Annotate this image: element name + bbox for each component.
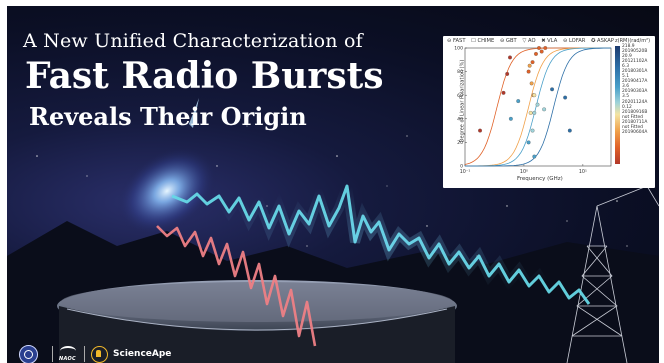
space-scene [7,98,659,363]
scienceape-label: ScienceApe [113,349,172,359]
polarization-chart: ⊖ FAST ☐ CHIME ⊖ GBT ▽ AO ✖ VLA ⊖ LOFAR … [443,36,655,188]
colorbar-label: 5.1 [622,74,629,80]
colorbar-label: 6.3 [622,64,629,70]
x-tick-label: 10¹ [579,169,587,175]
legend-askap: ✪ ASKAP [591,38,614,44]
logo-divider [52,346,53,362]
y-tick-label: 0 [460,164,463,170]
data-point [532,154,537,159]
legend-lofar: ⊖ LOFAR [562,38,586,44]
legend-fast: ⊖ FAST [447,38,466,44]
data-point [530,60,535,65]
legend-ao: ▽ AO [522,38,536,44]
naoc-logo: NAOC [59,346,76,362]
legend-chime: ☐ CHIME [471,38,495,44]
colorbar-label: 20180916B [622,109,648,115]
colorbar-labels: 218.9 20190520B 20.9 20121102A 6.3 20180301A 5… [622,44,647,135]
legend-gbt: ⊖ GBT [499,38,517,44]
data-point [534,51,538,56]
data-point [508,55,512,60]
colorbar-title: z(RM)(rad/m²) [615,38,651,44]
colorbar-label: 20190604A [622,129,648,135]
colorbar-label: not Fitted [622,124,643,130]
legend-vla: ✖ VLA [541,38,558,44]
data-point [526,140,531,145]
stars [36,125,628,287]
data-point [542,107,547,112]
x-tick-label: 10⁻¹ [460,169,471,175]
fit-curve [465,47,611,167]
naoc-label: NAOC [59,356,77,362]
colorbar-label: 20121102A [622,59,648,65]
data-point [478,128,482,133]
colorbar-label: 20190303A [622,89,648,95]
data-point [527,63,532,68]
poster-image: A New Unified Characterization of Fast R… [7,6,659,363]
fit-curve [465,47,611,167]
data-point [532,110,537,115]
cas-logo-icon [19,344,38,363]
chart-legend: ⊖ FAST ☐ CHIME ⊖ GBT ▽ AO ✖ VLA ⊖ LOFAR … [447,38,618,44]
data-point [516,99,521,104]
galaxy [116,146,218,236]
colorbar-label: not Fitted [622,114,643,120]
fit-curve [465,47,612,167]
colorbar-label: 20190520B [622,49,648,55]
red-waveform [156,225,317,347]
data-point [505,72,510,76]
data-point [535,102,540,107]
x-tick-label: 10⁰ [520,169,528,175]
logo-divider [84,346,86,362]
colorbar [615,46,620,164]
data-point [563,95,568,100]
poster-title-main: Fast Radio Bursts [25,55,384,97]
data-point [537,46,541,50]
data-point [529,81,534,86]
colorbar-label: 20.9 [622,54,632,60]
colorbar-label: 3.6 [622,84,629,90]
data-point [550,87,555,92]
data-point [543,46,548,50]
data-point [567,128,572,133]
colorbar-label: 218.9 [622,44,635,49]
data-point [532,93,537,98]
data-point [526,69,531,74]
scienceape-logo-icon [91,345,109,363]
colorbar-label: 20201124A [622,99,648,105]
y-tick-label: 100 [454,46,463,52]
y-tick-label: 40 [457,116,463,122]
chart-frame [464,47,612,167]
y-tick-label: 60 [457,93,463,99]
data-point [530,128,535,133]
data-point [508,116,513,121]
colorbar-label: 20190417A [622,79,648,85]
chart-plot-area: 100 80 60 40 20 010⁻¹ 10⁰ 10¹ [454,46,612,175]
y-tick-label: 20 [457,140,463,146]
poster-title-sub: Reveals Their Origin [29,102,307,131]
data-point [539,49,544,54]
colorbar-label: 20180301A [622,69,648,75]
data-point [528,110,533,115]
colorbar-label: 3.5 [622,94,629,100]
poster-title-line1: A New Unified Characterization of [23,30,363,52]
naoc-arc-icon [59,346,76,356]
colorbar-label: 20180711A [622,119,648,125]
y-tick-label: 80 [457,69,463,75]
chart-x-label: Frequency (GHz) [517,176,563,182]
colorbar-label: 0.12 [622,104,632,110]
data-point [501,90,506,95]
footer-logos: NAOC ScienceApe [19,343,171,363]
